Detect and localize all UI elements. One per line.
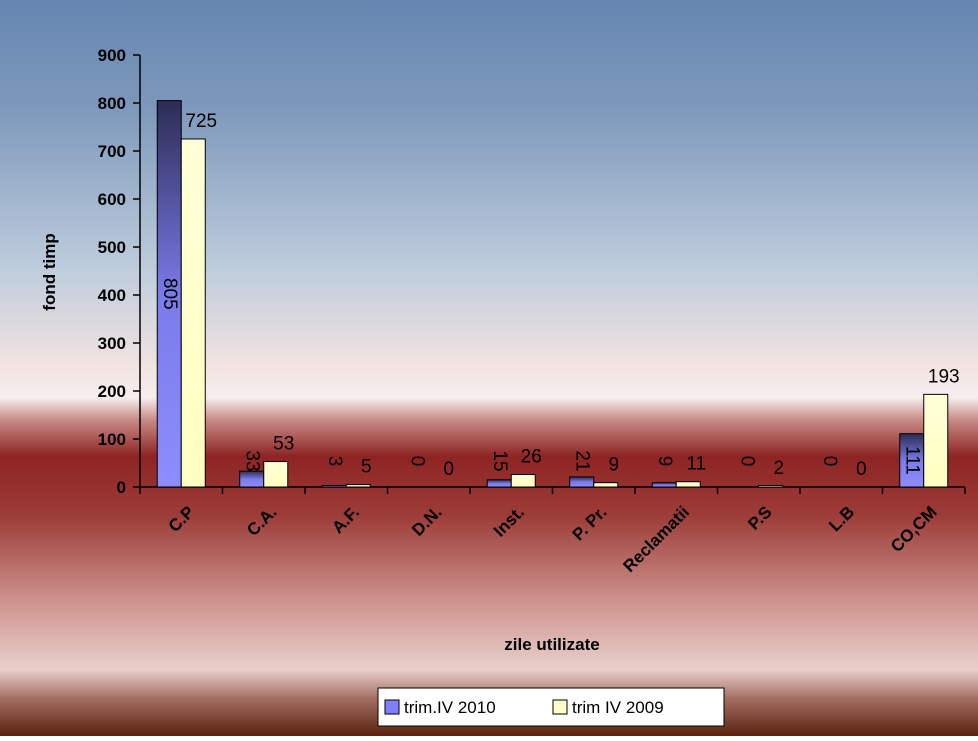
y-axis: 0 100 200 300 400 500 600 700 800 900 xyxy=(98,46,141,497)
bar-trim-iv-2010 xyxy=(156,100,182,488)
data-label-trim-iv-2009: 11 xyxy=(686,454,706,475)
data-label-trim-iv-2009: 725 xyxy=(185,111,217,132)
data-label-trim-iv-2009: 0 xyxy=(443,459,454,480)
bar-trim-iv-2009 xyxy=(675,481,701,488)
y-tick-label: 500 xyxy=(98,238,126,257)
bar-trim-iv-2010 xyxy=(569,476,595,488)
bar-trim-iv-2009 xyxy=(758,485,784,488)
data-label-trim-iv-2010: 0 xyxy=(819,456,840,467)
data-label-trim-iv-2010: 33 xyxy=(242,450,263,471)
data-label-trim-iv-2009: 2 xyxy=(773,458,784,479)
y-tick-label: 600 xyxy=(98,190,126,209)
y-tick-label: 200 xyxy=(98,382,126,401)
bar-trim-iv-2010 xyxy=(899,433,925,488)
data-label-trim-iv-2009: 0 xyxy=(856,459,867,480)
data-label-trim-iv-2010: 0 xyxy=(737,456,758,467)
legend-swatch-trim-iv-2009 xyxy=(552,699,568,715)
data-label-trim-iv-2009: 5 xyxy=(361,457,372,478)
bar-trim-iv-2009 xyxy=(345,484,371,488)
legend-swatch-trim-iv-2010 xyxy=(384,699,400,715)
legend-label-trim-iv-2010: trim.IV 2010 xyxy=(404,698,496,717)
data-labels: 805 725 33 53 3 5 0 0 15 26 21 9 9 11 0 2 0 0 111 193 xyxy=(159,111,959,480)
bar-trim-iv-2010 xyxy=(486,479,512,488)
bars xyxy=(156,100,949,488)
data-label-trim-iv-2009: 53 xyxy=(273,434,294,455)
data-label-trim-iv-2010: 0 xyxy=(407,456,428,467)
y-axis-title: fond timp xyxy=(40,233,59,310)
y-tick-label: 0 xyxy=(117,478,126,497)
legend-label-trim-iv-2009: trim IV 2009 xyxy=(572,698,664,717)
bar-trim-iv-2009 xyxy=(180,138,206,488)
bar-trim-iv-2009 xyxy=(510,474,536,488)
data-label-trim-iv-2010: 3 xyxy=(324,456,345,467)
bar-trim-iv-2010 xyxy=(239,470,265,488)
data-label-trim-iv-2010: 805 xyxy=(159,278,180,310)
y-tick-label: 300 xyxy=(98,334,126,353)
legend: trim.IV 2010 trim IV 2009 xyxy=(377,687,725,727)
y-tick-label: 900 xyxy=(98,46,126,65)
y-tick-label: 100 xyxy=(98,430,126,449)
y-tick-label: 400 xyxy=(98,286,126,305)
data-label-trim-iv-2010: 111 xyxy=(902,446,923,475)
y-tick-label: 700 xyxy=(98,142,126,161)
data-label-trim-iv-2009: 9 xyxy=(608,455,619,476)
data-label-trim-iv-2009: 193 xyxy=(928,366,960,387)
data-label-trim-iv-2010: 15 xyxy=(489,450,510,471)
bar-trim-iv-2009 xyxy=(263,461,289,488)
bar-trim-iv-2010 xyxy=(651,482,677,488)
bar-trim-iv-2009 xyxy=(593,482,619,488)
bar-trim-iv-2010 xyxy=(321,485,347,488)
bar-trim-iv-2009 xyxy=(923,393,949,488)
legend-box xyxy=(377,687,725,727)
data-label-trim-iv-2010: 21 xyxy=(572,450,593,471)
y-tick-label: 800 xyxy=(98,94,126,113)
data-label-trim-iv-2010: 9 xyxy=(654,456,675,467)
data-label-trim-iv-2009: 26 xyxy=(521,447,542,468)
x-axis-title: zile utilizate xyxy=(504,635,599,654)
